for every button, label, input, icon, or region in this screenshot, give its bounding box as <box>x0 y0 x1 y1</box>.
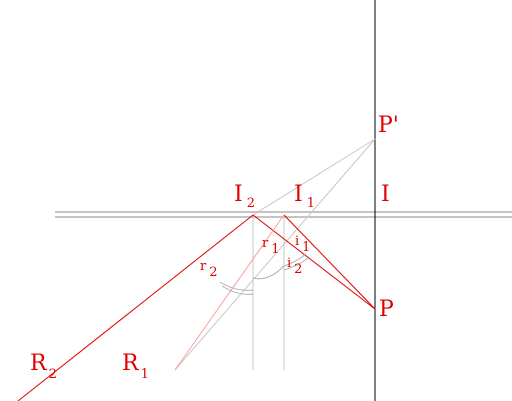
refracted-ray-2 <box>17 214 254 401</box>
refracted-ray-1 <box>174 214 285 371</box>
virtual-line-1 <box>174 138 376 371</box>
foot-point-label: I <box>381 182 390 207</box>
incident-ray-1 <box>283 214 376 310</box>
angle-arcs <box>219 253 309 295</box>
image-point-label: P' <box>378 113 399 138</box>
incident-ray-2 <box>252 214 376 310</box>
object-point-label: P <box>379 297 394 322</box>
virtual-line-2 <box>252 138 376 216</box>
